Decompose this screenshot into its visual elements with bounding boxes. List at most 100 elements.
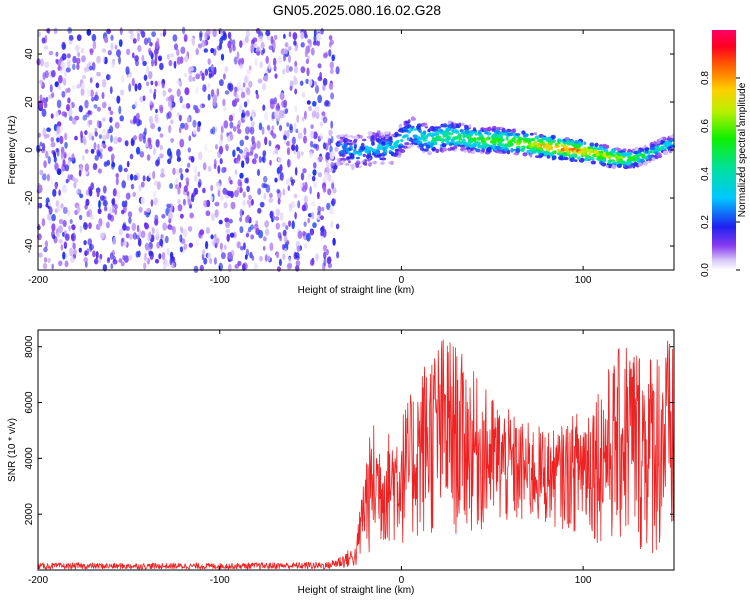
heatmap-cell	[176, 148, 181, 158]
heatmap-cell	[101, 79, 107, 88]
heatmap-cell	[43, 160, 47, 169]
heatmap-cell	[405, 129, 409, 133]
heatmap-cell	[602, 152, 607, 157]
heatmap-cell	[365, 154, 371, 160]
heatmap-cell	[102, 56, 106, 63]
heatmap-cell	[529, 153, 533, 158]
heatmap-cell	[420, 147, 425, 151]
heatmap-cell	[62, 251, 66, 260]
heatmap-cell	[201, 253, 205, 261]
heatmap-cell	[66, 104, 70, 112]
heatmap-cell	[54, 81, 59, 88]
heatmap-cell	[202, 249, 206, 255]
heatmap-cell	[422, 130, 427, 135]
heatmap-cell	[304, 243, 308, 249]
heatmap-cell	[344, 138, 349, 142]
heatmap-cell	[239, 40, 243, 48]
heatmap-cell	[564, 136, 570, 140]
heatmap-cell	[255, 89, 258, 95]
heatmap-cell	[121, 180, 126, 189]
heatmap-cell	[164, 262, 169, 268]
heatmap-cell	[236, 82, 242, 89]
heatmap-cell	[398, 127, 404, 133]
heatmap-cell	[277, 157, 282, 163]
heatmap-cell	[423, 142, 428, 146]
heatmap-cell	[549, 152, 553, 157]
heatmap-cell	[308, 40, 313, 48]
heatmap-cell	[234, 169, 238, 175]
heatmap-cell	[559, 155, 564, 160]
heatmap-cell	[62, 43, 66, 50]
heatmap-cell	[110, 161, 115, 170]
y-tick-label: 2000	[24, 503, 35, 526]
y-tick-label: -40	[24, 238, 35, 253]
heatmap-cell	[303, 195, 309, 204]
heatmap-cell	[335, 223, 340, 230]
heatmap-cell	[486, 147, 489, 153]
heatmap-cell	[660, 139, 664, 145]
heatmap-cell	[329, 68, 334, 75]
heatmap-cell	[123, 255, 129, 263]
heatmap-cell	[272, 57, 277, 67]
heatmap-cell	[447, 120, 452, 125]
heatmap-cell	[584, 154, 590, 157]
heatmap-cell	[446, 135, 451, 139]
heatmap-cell	[239, 87, 245, 93]
heatmap-cell	[490, 135, 495, 139]
heatmap-cell	[623, 163, 626, 168]
heatmap-cell	[289, 85, 293, 91]
heatmap-cell	[194, 239, 200, 247]
heatmap-cell	[345, 147, 349, 153]
heatmap-cell	[317, 94, 323, 104]
heatmap-cell	[287, 158, 290, 168]
heatmap-cell	[210, 184, 214, 192]
heatmap-cell	[348, 160, 351, 164]
heatmap-cell	[305, 78, 310, 85]
heatmap-cell	[154, 218, 159, 226]
heatmap-cell	[44, 240, 49, 249]
y-tick-label: 20	[24, 96, 35, 108]
heatmap-cell	[577, 156, 581, 160]
heatmap-cell	[224, 143, 229, 151]
heatmap-cell	[169, 251, 174, 260]
heatmap-cell	[498, 131, 502, 135]
heatmap-cell	[133, 135, 137, 141]
heatmap-cell	[574, 140, 579, 144]
heatmap-cell	[655, 155, 659, 160]
heatmap-cell	[193, 128, 197, 135]
heatmap-cell	[170, 119, 174, 125]
heatmap-cell	[55, 111, 59, 117]
figure-title: GN05.2025.080.16.02.G28	[273, 2, 441, 18]
heatmap-cell	[250, 234, 255, 240]
heatmap-cell	[71, 176, 76, 182]
heatmap-cell	[130, 33, 135, 40]
snr-panel: -200 -100 0 100 2000 4000 6000 8000 Height of …	[7, 329, 675, 596]
heatmap-cell	[125, 226, 130, 231]
heatmap-cell	[608, 164, 612, 169]
snr-series-line	[37, 339, 675, 571]
heatmap-cell	[220, 133, 224, 141]
heatmap-cell	[309, 186, 312, 195]
heatmap-cell	[239, 208, 244, 218]
heatmap-cell	[44, 45, 49, 50]
heatmap-cell	[48, 201, 51, 207]
heatmap-cell	[146, 65, 149, 74]
heatmap-cell	[234, 97, 240, 103]
heatmap-cell	[506, 128, 512, 133]
heatmap-cell	[238, 149, 243, 154]
heatmap-cell	[151, 58, 154, 67]
heatmap-cell	[121, 74, 125, 84]
heatmap-cell	[413, 128, 417, 131]
heatmap-cell	[180, 213, 184, 219]
heatmap-cell	[265, 29, 271, 37]
heatmap-cell	[464, 129, 470, 135]
heatmap-cell	[554, 142, 559, 147]
heatmap-cell	[270, 35, 274, 45]
heatmap-cell	[375, 138, 380, 141]
heatmap-cell	[258, 122, 263, 131]
heatmap-cell	[530, 143, 535, 147]
heatmap-cell	[294, 167, 298, 176]
heatmap-cell	[122, 222, 127, 228]
y-tick-label: -20	[24, 190, 35, 205]
snr-y-ticks: 2000 4000 6000 8000	[24, 335, 674, 525]
